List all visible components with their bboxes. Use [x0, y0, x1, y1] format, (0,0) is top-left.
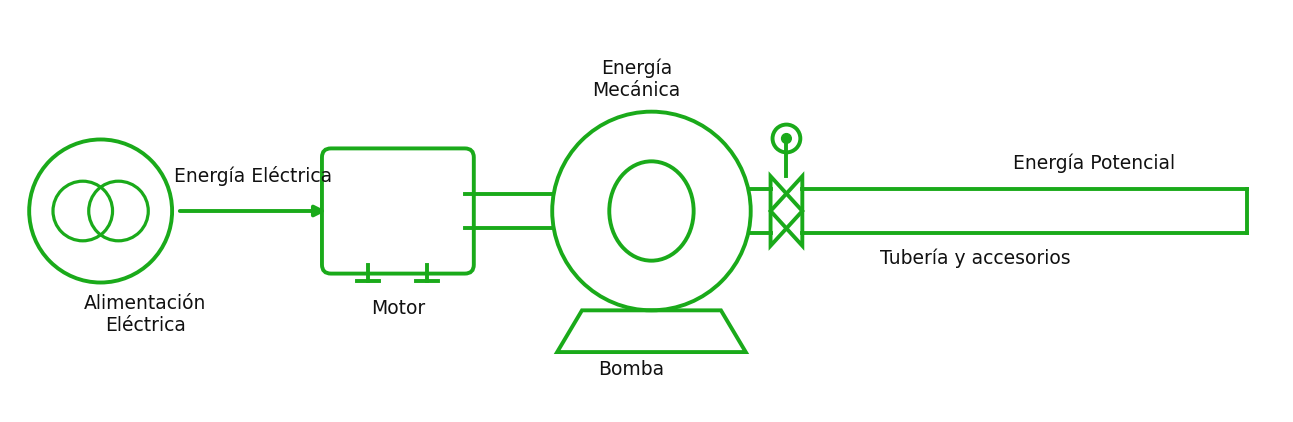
Text: Energía Potencial: Energía Potencial	[1012, 154, 1175, 173]
Text: Alimentación
Eléctrica: Alimentación Eléctrica	[84, 295, 207, 335]
Text: Tubería y accesorios: Tubería y accesorios	[879, 249, 1071, 268]
Circle shape	[781, 134, 791, 143]
Text: Bomba: Bomba	[599, 360, 665, 379]
Text: Energía Eléctrica: Energía Eléctrica	[175, 166, 332, 186]
Text: Motor: Motor	[371, 299, 425, 318]
Text: Energía
Mecánica: Energía Mecánica	[592, 58, 680, 100]
